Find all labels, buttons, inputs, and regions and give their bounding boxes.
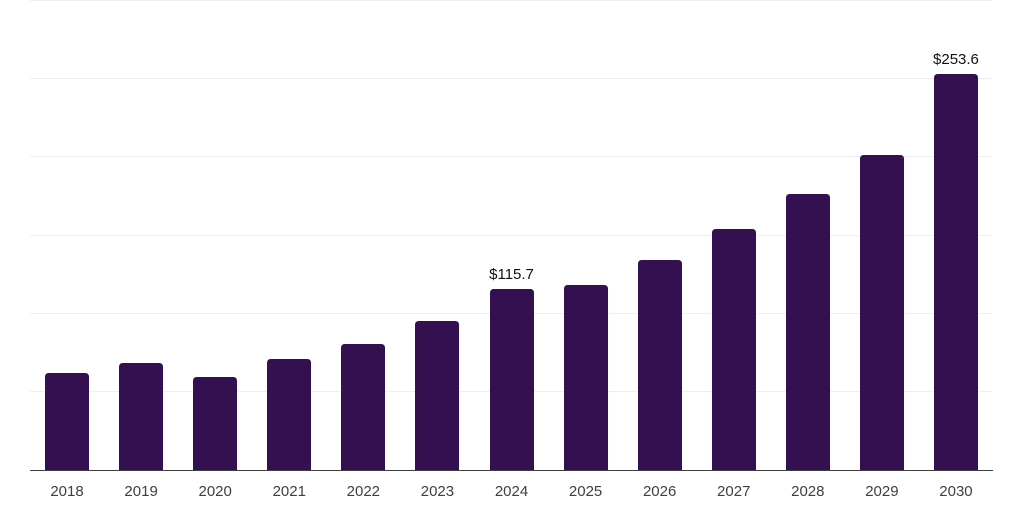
gridline-150 (30, 234, 993, 236)
bar-2023 (415, 321, 460, 470)
x-axis-labels: 2018 2019 2020 2021 2022 2023 2024 2025 2026 2027… (30, 471, 993, 500)
bar-band-2019 (104, 1, 178, 470)
bar-band-2021 (252, 1, 326, 470)
x-tick-2026: 2026 (642, 483, 677, 500)
bar-band-2030: $253.6 (919, 1, 993, 470)
x-tick-2020: 2020 (198, 483, 232, 500)
bar-2018 (45, 373, 90, 470)
bar-2029 (859, 154, 904, 470)
bar-band-2023 (400, 1, 474, 470)
bar-band-2027 (697, 1, 771, 470)
x-tick-2027: 2027 (717, 483, 751, 500)
bar-2028 (785, 193, 830, 470)
bar-band-2022 (326, 1, 400, 470)
x-tick-2023: 2023 (420, 483, 455, 500)
gridline-250 (30, 78, 993, 80)
bar-band-2029 (845, 1, 919, 470)
bar-2030 (933, 73, 978, 470)
bar-2019 (119, 363, 164, 470)
bar-2027 (711, 229, 756, 470)
bar-2026 (637, 259, 682, 470)
value-label-2024: $115.7 (489, 266, 534, 284)
plot-area: $115.7 $253.6 (30, 0, 993, 470)
bars-row: $115.7 $253.6 (30, 1, 993, 470)
bar-2020 (193, 376, 238, 470)
x-tick-2021: 2021 (272, 483, 306, 500)
x-tick-2022: 2022 (346, 483, 381, 500)
value-label-2030: $253.6 (933, 50, 979, 68)
x-axis-line (30, 469, 993, 471)
x-tick-2018: 2018 (50, 483, 84, 500)
bar-band-2025 (549, 1, 623, 470)
bar-band-2024: $115.7 (474, 1, 548, 470)
bar-2024 (489, 289, 534, 470)
bar-band-2028 (771, 1, 845, 470)
x-tick-2029: 2029 (865, 483, 899, 500)
gridline-300 (30, 0, 993, 1)
x-tick-2025: 2025 (568, 483, 603, 500)
bar-band-2026 (623, 1, 697, 470)
x-tick-2024: 2024 (494, 483, 529, 500)
gridline-200 (30, 156, 993, 158)
bar-band-2020 (178, 1, 252, 470)
bar-band-2018 (30, 1, 104, 470)
bar-2025 (563, 284, 608, 470)
bar-2021 (267, 359, 312, 470)
bar-2022 (341, 343, 386, 470)
x-tick-2030: 2030 (939, 483, 973, 500)
x-tick-2028: 2028 (791, 483, 825, 500)
x-tick-2019: 2019 (124, 483, 158, 500)
